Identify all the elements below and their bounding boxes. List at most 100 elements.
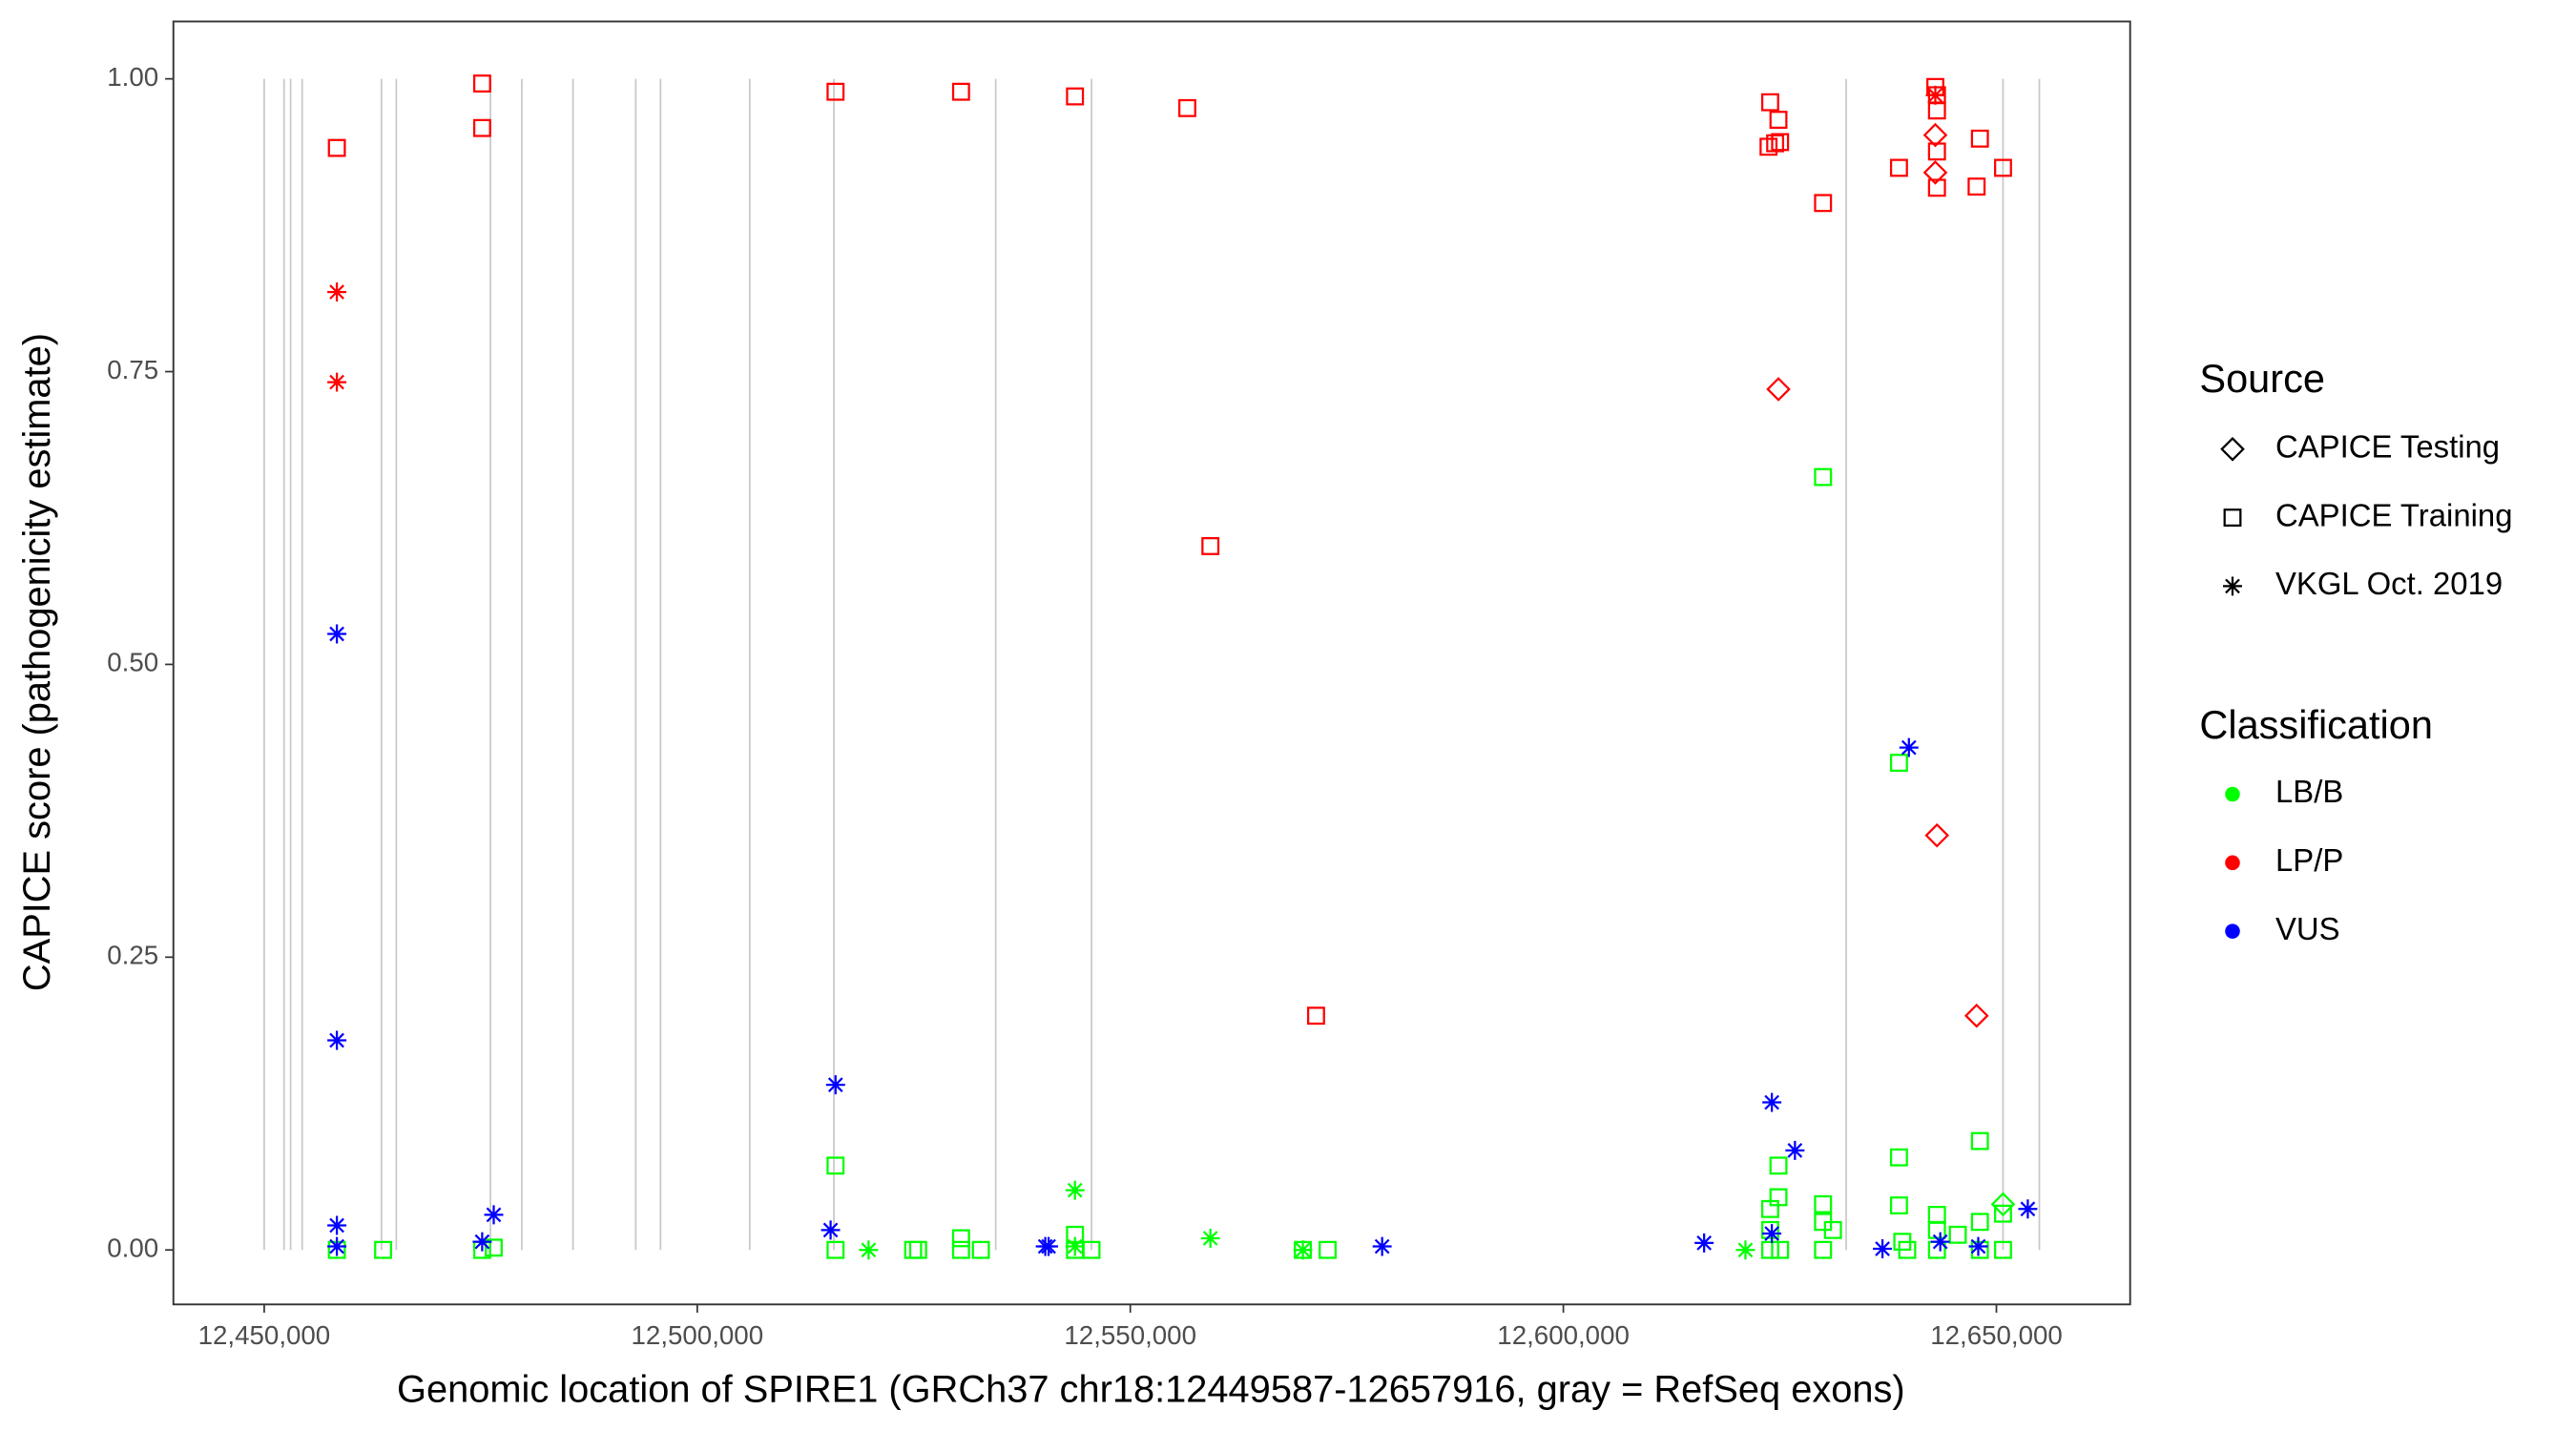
point (327, 1236, 347, 1256)
point (1889, 1148, 1908, 1167)
point (327, 138, 346, 157)
x-axis-title: Genomic location of SPIRE1 (GRCh37 chr18… (397, 1369, 1905, 1411)
y-tick-label: 0.50 (107, 648, 158, 677)
legend-symbol (2223, 508, 2242, 528)
point (1994, 158, 2012, 177)
x-tick-label: 12,550,000 (1064, 1320, 1196, 1350)
point (1760, 1199, 1779, 1218)
point (1823, 1220, 1842, 1239)
y-axis-title: CAPICE score (pathogenicity estimate) (16, 333, 58, 991)
point (1760, 1240, 1779, 1259)
point (904, 1240, 923, 1259)
point (327, 1240, 346, 1259)
point (1065, 1236, 1085, 1256)
y-tick-label: 0.25 (107, 941, 158, 970)
point (971, 1240, 990, 1259)
legend-label: CAPICE Testing (2275, 428, 2500, 464)
point (1930, 1232, 1950, 1252)
point (1967, 177, 1986, 197)
point (1771, 1240, 1790, 1259)
point (1066, 87, 1085, 106)
point (1201, 537, 1220, 555)
legend-symbol (2225, 786, 2240, 802)
point (327, 282, 347, 302)
point (1898, 1240, 1917, 1259)
point (1814, 467, 1833, 487)
point (1922, 122, 1948, 148)
point (1760, 1220, 1779, 1239)
point (327, 372, 347, 392)
point (821, 1220, 841, 1240)
point (1873, 1239, 1893, 1258)
legend-symbol (2220, 436, 2245, 462)
point (1372, 1236, 1392, 1256)
legend-label: LP/P (2275, 842, 2343, 878)
point (826, 1240, 845, 1259)
point (859, 1240, 879, 1260)
point (1889, 1196, 1908, 1215)
point (1814, 1213, 1833, 1232)
legend-symbol (2225, 855, 2240, 871)
point (1762, 1092, 1782, 1112)
point (1927, 1205, 1946, 1224)
point (1893, 1233, 1912, 1252)
point (1927, 142, 1946, 161)
point (1771, 133, 1790, 152)
point (1814, 1194, 1833, 1213)
point (1785, 1140, 1805, 1160)
point (1735, 1240, 1755, 1260)
point (1307, 1006, 1325, 1026)
point (1889, 754, 1908, 772)
point (484, 1205, 504, 1225)
point (327, 624, 347, 644)
plot-frame (172, 20, 2131, 1306)
point (1039, 1236, 1059, 1256)
point (908, 1240, 927, 1259)
point (1948, 1225, 1967, 1244)
x-tick-label: 12,600,000 (1497, 1320, 1630, 1350)
point (327, 1215, 347, 1235)
point (1990, 1192, 2016, 1217)
legend-title: Classification (2199, 702, 2433, 747)
point (1924, 822, 1950, 848)
y-tick-label: 0.00 (107, 1234, 158, 1263)
point (1769, 1156, 1788, 1175)
point (1319, 1240, 1337, 1259)
legend-label: VUS (2275, 911, 2340, 946)
point (1082, 1240, 1101, 1259)
point (1994, 1204, 2012, 1223)
point (2018, 1199, 2038, 1219)
point (1769, 111, 1788, 130)
point (1766, 377, 1791, 402)
point (1899, 737, 1919, 757)
x-tick-label: 12,450,000 (198, 1320, 331, 1350)
point (951, 82, 970, 101)
point (472, 74, 491, 93)
legend-label: LB/B (2275, 774, 2343, 809)
legend-symbol (2223, 576, 2242, 596)
point (826, 1156, 845, 1175)
point (485, 1238, 503, 1257)
point (1766, 134, 1785, 153)
point (472, 118, 491, 137)
legend-label: CAPICE Training (2275, 497, 2513, 532)
point (1769, 1188, 1788, 1207)
point (1065, 1180, 1085, 1200)
point (1994, 1240, 2012, 1259)
point (1294, 1240, 1313, 1259)
point (1200, 1228, 1220, 1248)
point (1963, 1003, 1989, 1028)
point (1760, 93, 1779, 112)
point (1922, 160, 1948, 185)
point (1968, 1236, 1988, 1256)
point (1927, 101, 1946, 120)
point (1927, 1220, 1946, 1239)
point (374, 1240, 392, 1259)
point (1814, 1240, 1833, 1259)
point (951, 1240, 970, 1259)
point (951, 1229, 970, 1248)
point (826, 82, 845, 101)
legend-symbol (2225, 923, 2240, 939)
point (1293, 1240, 1313, 1260)
